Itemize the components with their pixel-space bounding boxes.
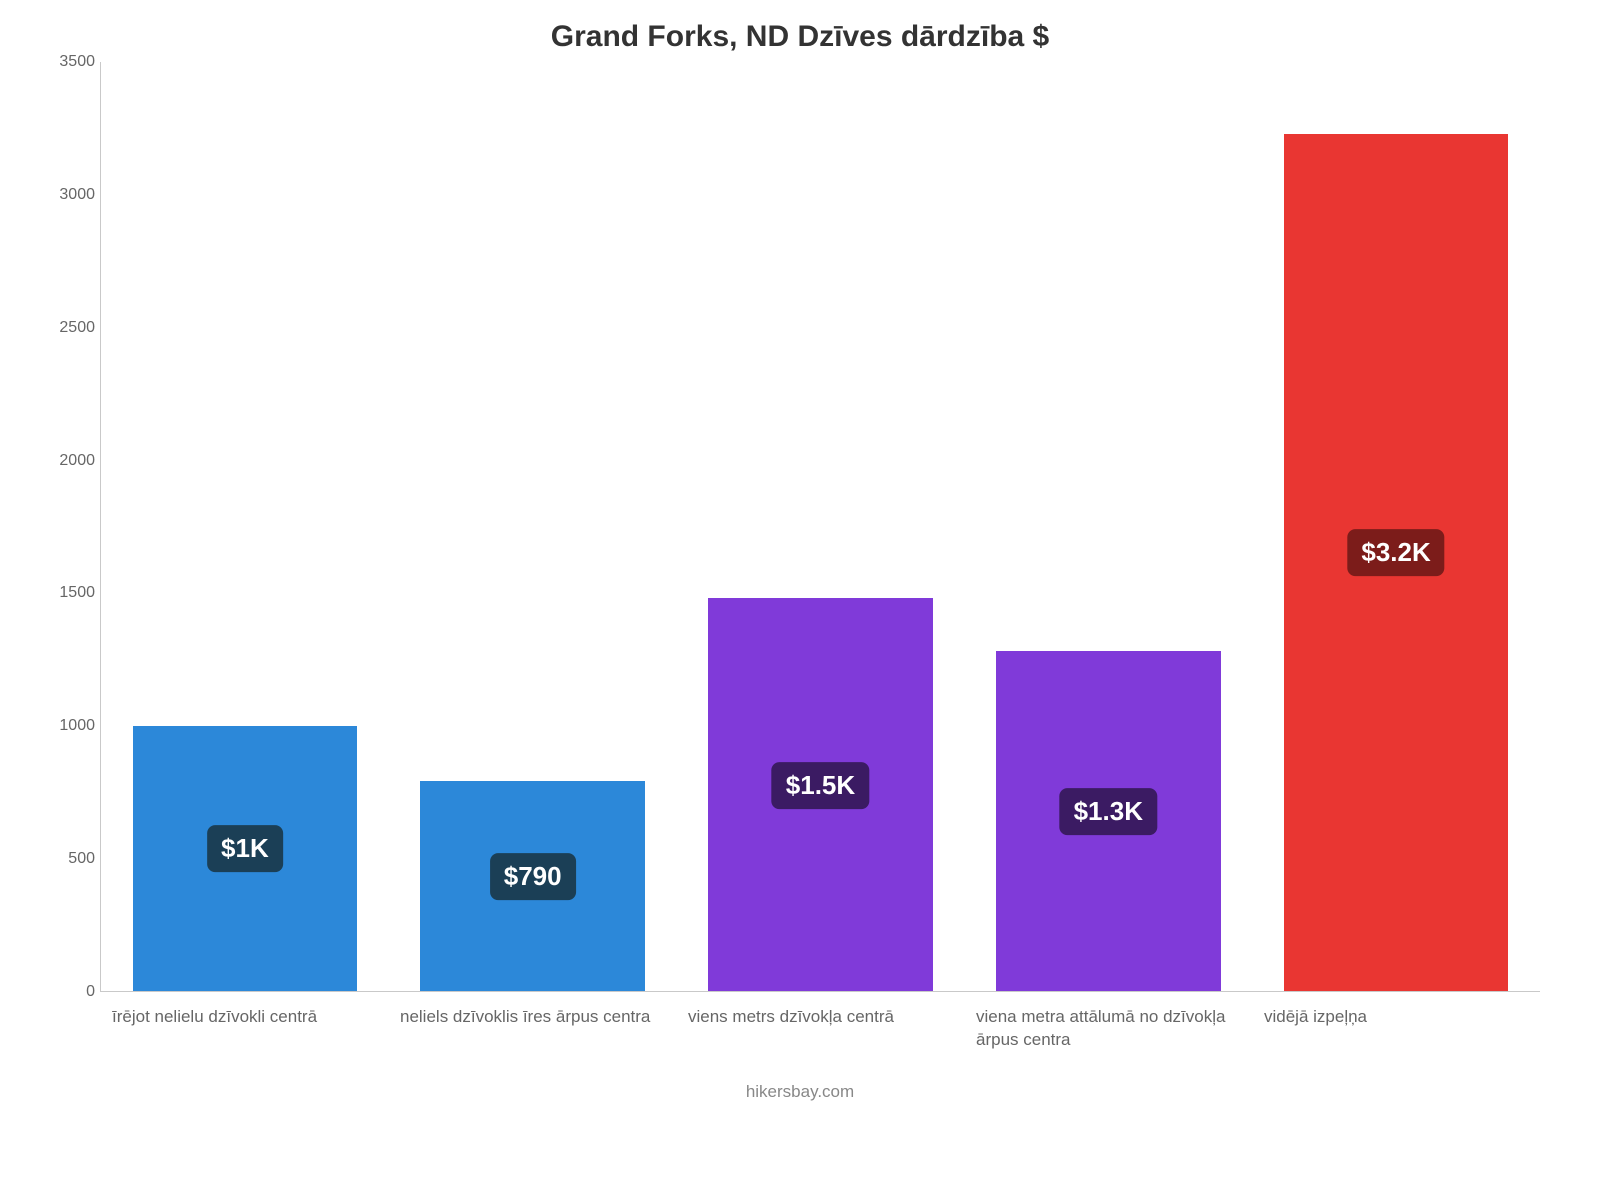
plot-inner: $1K $790 $1.5K $1.3K $3.2K xyxy=(100,62,1540,992)
bar-value-label: $1.5K xyxy=(772,762,869,809)
bar-slot: $1.5K xyxy=(677,62,965,991)
bar-value-label: $3.2K xyxy=(1347,529,1444,576)
y-tick-label: 3000 xyxy=(40,186,95,204)
x-axis-label: viena metra attālumā no dzīvokļa ārpus c… xyxy=(964,1006,1252,1052)
y-tick-label: 1000 xyxy=(40,717,95,735)
x-axis-labels: īrējot nelielu dzīvokli centrāneliels dz… xyxy=(100,1006,1540,1052)
y-tick-label: 500 xyxy=(40,850,95,868)
y-axis: 0500100015002000250030003500 xyxy=(40,62,95,992)
attribution: hikersbay.com xyxy=(40,1082,1560,1102)
bar-slot: $790 xyxy=(389,62,677,991)
y-tick-label: 3500 xyxy=(40,53,95,71)
chart-title: Grand Forks, ND Dzīves dārdzība $ xyxy=(40,20,1560,54)
bar-slot: $1K xyxy=(101,62,389,991)
bar-value-label: $790 xyxy=(490,853,576,900)
bar: $3.2K xyxy=(1284,134,1508,991)
y-tick-label: 0 xyxy=(40,983,95,1001)
bar-slot: $1.3K xyxy=(964,62,1252,991)
x-axis-label: īrējot nelielu dzīvokli centrā xyxy=(100,1006,388,1052)
bar-slot: $3.2K xyxy=(1252,62,1540,991)
bar: $1.5K xyxy=(708,598,932,991)
x-axis-label: neliels dzīvoklis īres ārpus centra xyxy=(388,1006,676,1052)
bar: $1.3K xyxy=(996,651,1220,991)
x-axis-label: viens metrs dzīvokļa centrā xyxy=(676,1006,964,1052)
y-tick-label: 2000 xyxy=(40,452,95,470)
bar-value-label: $1.3K xyxy=(1060,788,1157,835)
plot-area: 0500100015002000250030003500 $1K$790$1.5… xyxy=(100,62,1540,992)
bar: $1K xyxy=(133,726,357,991)
chart-container: Grand Forks, ND Dzīves dārdzība $ 0 500 10… xyxy=(0,0,1600,1200)
y-tick-label: 1500 xyxy=(40,584,95,602)
x-axis-label: vidējā izpeļņa xyxy=(1252,1006,1540,1052)
y-tick-label: 2500 xyxy=(40,319,95,337)
bar: $790 xyxy=(420,781,644,991)
bars-group: $1K $790 $1.5K $1.3K $3.2K xyxy=(101,62,1540,991)
bar-value-label: $1K xyxy=(207,825,283,872)
